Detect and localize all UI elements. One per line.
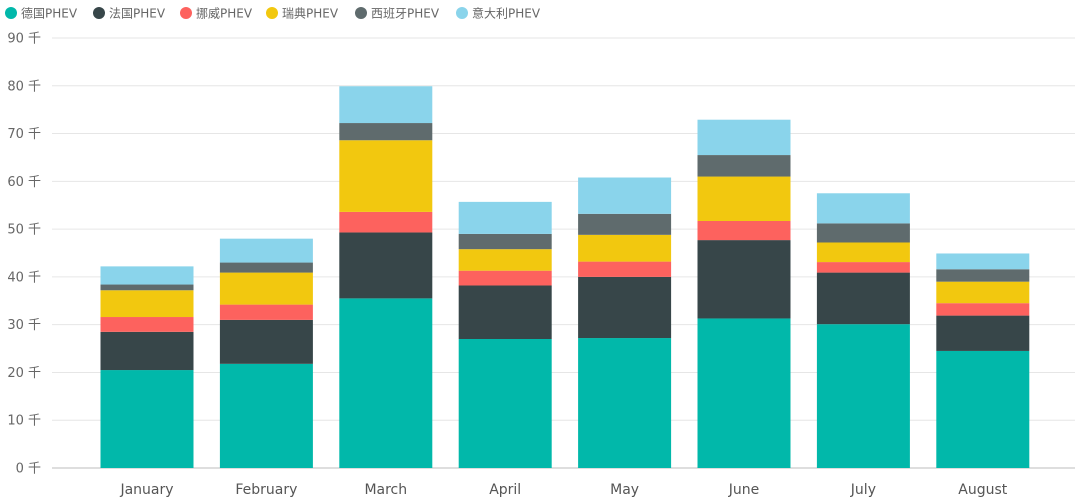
- legend-label-1[interactable]: 法国PHEV: [109, 7, 166, 21]
- legend-label-3[interactable]: 瑞典PHEV: [282, 7, 339, 21]
- bar-segment-march-2[interactable]: [339, 211, 433, 233]
- bars: [100, 86, 1030, 468]
- x-tick-label-1: February: [235, 482, 297, 498]
- bar-segment-august-4[interactable]: [936, 269, 1030, 282]
- bar-segment-february-3[interactable]: [219, 272, 313, 305]
- x-tick-label-5: June: [728, 482, 760, 498]
- x-tick-label-2: March: [364, 482, 407, 498]
- bar-segment-june-2[interactable]: [697, 220, 791, 241]
- bar-segment-march-0[interactable]: [339, 298, 433, 468]
- bar-segment-august-2[interactable]: [936, 303, 1030, 316]
- bar-segment-june-4[interactable]: [697, 155, 791, 177]
- bar-segment-june-0[interactable]: [697, 318, 791, 468]
- bar-segment-july-3[interactable]: [816, 242, 910, 263]
- bar-segment-march-3[interactable]: [339, 140, 433, 212]
- bar-segment-may-0[interactable]: [578, 338, 672, 468]
- bar-segment-july-0[interactable]: [816, 324, 910, 468]
- bar-stack-march[interactable]: [339, 86, 433, 468]
- bar-segment-april-4[interactable]: [458, 233, 552, 250]
- x-tick-label-3: April: [489, 482, 521, 498]
- bar-segment-january-0[interactable]: [100, 370, 194, 468]
- bar-segment-february-5[interactable]: [219, 238, 313, 263]
- bar-segment-may-3[interactable]: [578, 234, 672, 262]
- x-tick-label-6: July: [850, 482, 876, 498]
- legend-marker-2[interactable]: [180, 7, 192, 19]
- bar-segment-july-2[interactable]: [816, 262, 910, 273]
- legend-marker-3[interactable]: [266, 7, 278, 19]
- bar-segment-february-0[interactable]: [219, 363, 313, 468]
- bar-segment-april-2[interactable]: [458, 270, 552, 286]
- bar-segment-may-5[interactable]: [578, 177, 672, 214]
- bar-segment-july-4[interactable]: [816, 223, 910, 243]
- y-tick-label-6: 60 千: [7, 175, 41, 190]
- y-tick-label-0: 0 千: [16, 462, 41, 477]
- x-tick-label-7: August: [958, 482, 1008, 498]
- bar-segment-january-3[interactable]: [100, 290, 194, 318]
- bar-segment-january-4[interactable]: [100, 284, 194, 291]
- bar-segment-march-5[interactable]: [339, 86, 433, 124]
- bar-segment-may-2[interactable]: [578, 261, 672, 277]
- x-tick-label-0: January: [119, 482, 173, 498]
- bar-segment-january-2[interactable]: [100, 317, 194, 332]
- bar-segment-february-1[interactable]: [219, 319, 313, 364]
- bar-segment-august-0[interactable]: [936, 350, 1030, 468]
- y-tick-label-8: 80 千: [7, 79, 41, 94]
- bar-segment-june-5[interactable]: [697, 119, 791, 156]
- bar-stack-june[interactable]: [697, 119, 791, 468]
- bar-segment-march-1[interactable]: [339, 232, 433, 299]
- y-tick-label-5: 50 千: [7, 223, 41, 238]
- gridlines: [52, 37, 1075, 469]
- bar-stack-july[interactable]: [816, 193, 910, 468]
- bar-segment-april-0[interactable]: [458, 339, 552, 468]
- legend-marker-1[interactable]: [93, 7, 105, 19]
- y-tick-label-3: 30 千: [7, 318, 41, 333]
- bar-segment-may-4[interactable]: [578, 213, 672, 235]
- bar-segment-july-1[interactable]: [816, 272, 910, 325]
- y-tick-label-4: 40 千: [7, 270, 41, 285]
- y-axis: 0 千 10 千 20 千 30 千 40 千 50 千 60 千 70 千 80 千 90 千: [7, 32, 41, 477]
- bar-segment-january-5[interactable]: [100, 266, 194, 285]
- bar-segment-april-3[interactable]: [458, 249, 552, 271]
- y-tick-label-2: 20 千: [7, 366, 41, 381]
- legend-marker-4[interactable]: [355, 7, 367, 19]
- bar-segment-august-1[interactable]: [936, 315, 1030, 351]
- legend: 德国PHEV 法国PHEV 挪威PHEV 瑞典PHEV 西班牙PHEV 意大利PHEV: [5, 6, 541, 21]
- bar-segment-february-2[interactable]: [219, 304, 313, 320]
- y-tick-label-7: 70 千: [7, 127, 41, 142]
- bar-segment-january-1[interactable]: [100, 331, 194, 371]
- bar-stack-april[interactable]: [458, 201, 552, 468]
- x-axis: January February March April May June July Augu…: [119, 482, 1007, 498]
- legend-label-0[interactable]: 德国PHEV: [21, 6, 78, 21]
- bar-segment-june-1[interactable]: [697, 240, 791, 319]
- bar-segment-february-4[interactable]: [219, 262, 313, 273]
- bar-segment-august-3[interactable]: [936, 281, 1030, 304]
- x-tick-label-4: May: [610, 482, 639, 498]
- bar-stack-august[interactable]: [936, 253, 1030, 468]
- bar-segment-april-1[interactable]: [458, 285, 552, 339]
- legend-marker-0[interactable]: [5, 7, 17, 19]
- bar-segment-july-5[interactable]: [816, 193, 910, 224]
- legend-label-5[interactable]: 意大利PHEV: [472, 6, 541, 21]
- legend-marker-5[interactable]: [456, 7, 468, 19]
- bar-segment-march-4[interactable]: [339, 123, 433, 141]
- bar-segment-april-5[interactable]: [458, 201, 552, 234]
- y-tick-label-9: 90 千: [7, 32, 41, 47]
- bar-segment-may-1[interactable]: [578, 276, 672, 339]
- legend-label-2[interactable]: 挪威PHEV: [196, 7, 253, 21]
- legend-label-4[interactable]: 西班牙PHEV: [371, 7, 440, 21]
- bar-stack-may[interactable]: [578, 177, 672, 468]
- bar-segment-june-3[interactable]: [697, 176, 791, 221]
- bar-segment-august-5[interactable]: [936, 253, 1030, 270]
- bar-stack-february[interactable]: [219, 238, 313, 468]
- y-tick-label-1: 10 千: [7, 414, 41, 429]
- bar-stack-january[interactable]: [100, 266, 194, 468]
